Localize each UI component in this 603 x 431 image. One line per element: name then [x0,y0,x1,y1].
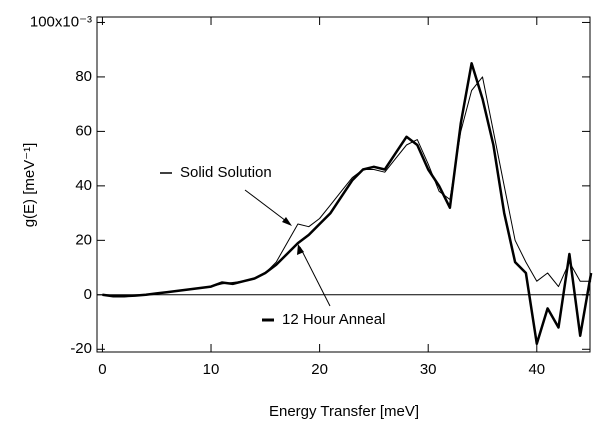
y-tick-label: 80 [75,68,92,85]
x-tick-label: 30 [420,361,437,378]
x-tick-label: 20 [311,361,328,378]
legend-label: 12 Hour Anneal [282,311,385,328]
x-tick-label: 0 [98,361,106,378]
y-tick-label: 0 [84,286,92,303]
y-tick-label: 20 [75,231,92,248]
arrow [244,189,291,225]
y-tick-label: 100x10⁻³ [30,13,92,30]
y-tick-label: -20 [70,340,92,357]
series-line [102,62,593,346]
y-tick-label: 60 [75,122,92,139]
x-axis-label: Energy Transfer [meV] [269,403,419,420]
y-tick-label: 40 [75,177,92,194]
plot-frame [96,16,591,353]
x-tick-label: 40 [528,361,545,378]
arrowhead [282,217,292,226]
legend-label: Solid Solution [180,164,272,181]
arrowhead [297,244,304,255]
arrow [299,246,331,307]
x-tick-label: 10 [203,361,220,378]
y-axis-label: g(E) [meV⁻¹] [21,143,38,228]
